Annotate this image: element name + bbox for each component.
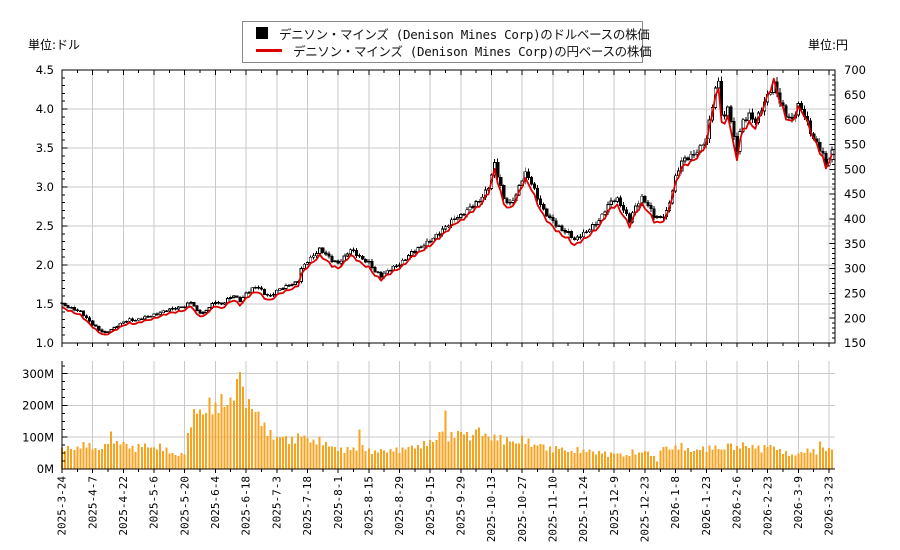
legend-label-yen: デニソン・マインズ (Denison Mines Corp)の円ベースの株価 <box>293 44 652 60</box>
usd-tick-label: 2.5 <box>36 219 54 233</box>
gridlines <box>61 70 835 469</box>
volume-tick-label: 100M <box>22 430 54 444</box>
x-tick-label: 2025-3-24 <box>56 476 69 536</box>
yen-tick-label: 350 <box>844 237 866 251</box>
volume-bars <box>61 372 834 469</box>
usd-tick-label: 1.5 <box>36 297 54 311</box>
x-tick-label: 2025-8-29 <box>393 476 406 536</box>
usd-tick-label: 4.5 <box>36 63 54 77</box>
candlestick-series <box>60 76 834 334</box>
legend-label-usd: デニソン・マインズ (Denison Mines Corp)のドルベースの株価 <box>279 26 650 42</box>
x-tick-label: 2025-5-20 <box>178 476 191 536</box>
x-tick-label: 2025-8-15 <box>362 476 375 536</box>
x-tick-label: 2026-1-8 <box>669 476 682 529</box>
yen-tick-label: 650 <box>844 88 866 102</box>
yen-tick-label: 300 <box>844 262 866 276</box>
x-tick-label: 2025-4-7 <box>86 476 99 529</box>
x-tick-label: 2026-3-9 <box>792 476 805 529</box>
x-tick-label: 2025-7-18 <box>301 476 314 536</box>
axes <box>61 69 836 470</box>
usd-tick-label: 1.0 <box>36 336 54 350</box>
volume-tick-label: 300M <box>22 367 54 381</box>
x-tick-label: 2025-6-4 <box>209 476 222 529</box>
yen-tick-label: 450 <box>844 187 866 201</box>
x-tick-label: 2025-10-13 <box>485 476 498 542</box>
yen-series-swatch-icon <box>256 49 282 53</box>
yen-tick-label: 700 <box>844 63 866 77</box>
right-axis-unit-label: 単位:円 <box>808 38 849 52</box>
yen-tick-label: 500 <box>844 162 866 176</box>
x-tick-label: 2025-12-23 <box>639 476 652 542</box>
axis-tick-labels: 1.0 1.5 2.0 2.5 3.0 3.5 4.0 4.5 150 200 250 300 350 4… <box>22 63 866 542</box>
legend-row-usd: デニソン・マインズ (Denison Mines Corp)のドルベースの株価 <box>256 25 650 42</box>
x-tick-label: 2025-12-9 <box>608 476 621 536</box>
usd-tick-label: 2.0 <box>36 258 54 272</box>
x-tick-label: 2026-1-23 <box>700 476 713 536</box>
legend-row-yen: デニソン・マインズ (Denison Mines Corp)の円ベースの株価 <box>256 42 652 59</box>
yen-tick-label: 200 <box>844 311 866 325</box>
x-tick-label: 2025-10-27 <box>516 476 529 542</box>
x-tick-label: 2025-8-1 <box>332 476 345 529</box>
red-line-icon <box>256 49 282 53</box>
x-tick-label: 2025-9-29 <box>454 476 467 536</box>
yen-tick-label: 150 <box>844 336 866 350</box>
yen-tick-label: 600 <box>844 113 866 127</box>
volume-tick-label: 200M <box>22 399 54 413</box>
usd-tick-label: 4.0 <box>36 102 54 116</box>
yen-tick-label: 250 <box>844 287 866 301</box>
yen-line-series <box>61 77 833 336</box>
yen-tick-label: 400 <box>844 212 866 226</box>
x-tick-label: 2025-5-6 <box>148 476 161 529</box>
x-tick-label: 2025-11-24 <box>577 476 590 543</box>
left-axis-unit-label: 単位:ドル <box>28 38 81 52</box>
usd-series-swatch-icon <box>256 27 268 40</box>
yen-tick-label: 550 <box>844 138 866 152</box>
usd-tick-label: 3.5 <box>36 141 54 155</box>
axis-ticks <box>61 69 835 473</box>
black-square-icon <box>256 27 268 40</box>
x-tick-label: 2025-7-3 <box>270 476 283 529</box>
x-tick-label: 2026-3-23 <box>823 476 836 536</box>
x-tick-label: 2025-9-15 <box>424 476 437 536</box>
legend-box: デニソン・マインズ (Denison Mines Corp)のドルベースの株価 … <box>242 21 652 63</box>
x-tick-label: 2025-11-10 <box>547 476 560 542</box>
volume-tick-label: 0M <box>37 462 54 476</box>
x-tick-label: 2026-2-6 <box>731 476 744 529</box>
usd-tick-label: 3.0 <box>36 180 54 194</box>
x-tick-label: 2025-4-22 <box>117 476 130 536</box>
x-tick-label: 2025-6-18 <box>240 476 253 536</box>
x-tick-label: 2026-2-23 <box>761 476 774 536</box>
